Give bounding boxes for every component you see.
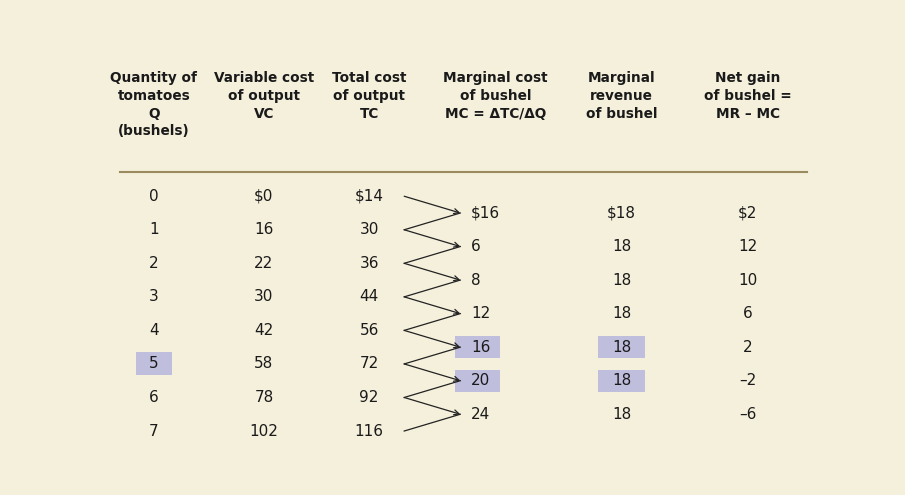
Text: $14: $14 [355,189,384,204]
Text: Variable cost
of output
VC: Variable cost of output VC [214,71,314,121]
Text: 6: 6 [149,390,158,405]
Text: 5: 5 [149,356,158,371]
Text: 18: 18 [612,373,632,388]
Text: 18: 18 [612,340,632,355]
Text: $16: $16 [471,205,500,220]
Text: 92: 92 [359,390,379,405]
Text: 8: 8 [471,273,481,288]
FancyBboxPatch shape [598,336,645,358]
Text: Quantity of
tomatoes
Q
(bushels): Quantity of tomatoes Q (bushels) [110,71,197,139]
Text: $0: $0 [254,189,273,204]
Text: Marginal
revenue
of bushel: Marginal revenue of bushel [586,71,657,121]
Text: 56: 56 [359,323,379,338]
Text: $18: $18 [607,205,636,220]
Text: 7: 7 [149,424,158,439]
FancyBboxPatch shape [598,370,645,392]
Text: 42: 42 [254,323,273,338]
Text: 3: 3 [149,290,158,304]
Text: 58: 58 [254,356,273,371]
Text: 12: 12 [471,306,491,321]
Text: 10: 10 [738,273,757,288]
Text: 18: 18 [612,273,632,288]
Text: 22: 22 [254,256,273,271]
Text: 18: 18 [612,239,632,254]
Text: Total cost
of output
TC: Total cost of output TC [332,71,406,121]
Text: 6: 6 [471,239,481,254]
Text: 44: 44 [359,290,379,304]
Text: $2: $2 [738,205,757,220]
Text: 16: 16 [471,340,491,355]
Text: 18: 18 [612,306,632,321]
Text: 102: 102 [250,424,279,439]
FancyBboxPatch shape [454,336,500,358]
Text: 6: 6 [743,306,753,321]
Text: 78: 78 [254,390,273,405]
Text: 1: 1 [149,222,158,237]
Text: 30: 30 [254,290,273,304]
Text: Net gain
of bushel =
MR – MC: Net gain of bushel = MR – MC [704,71,792,121]
Text: –6: –6 [739,407,757,422]
Text: 30: 30 [359,222,379,237]
Text: 116: 116 [355,424,384,439]
Text: 20: 20 [471,373,491,388]
Text: 16: 16 [254,222,273,237]
Text: 24: 24 [471,407,491,422]
Text: 2: 2 [743,340,753,355]
Text: 0: 0 [149,189,158,204]
Text: 2: 2 [149,256,158,271]
Text: 12: 12 [738,239,757,254]
Text: 4: 4 [149,323,158,338]
Text: 18: 18 [612,407,632,422]
Text: 36: 36 [359,256,379,271]
FancyBboxPatch shape [136,352,172,376]
FancyBboxPatch shape [454,370,500,392]
Text: –2: –2 [739,373,757,388]
Text: 72: 72 [359,356,379,371]
Text: Marginal cost
of bushel
MC = ΔTC/ΔQ: Marginal cost of bushel MC = ΔTC/ΔQ [443,71,548,121]
